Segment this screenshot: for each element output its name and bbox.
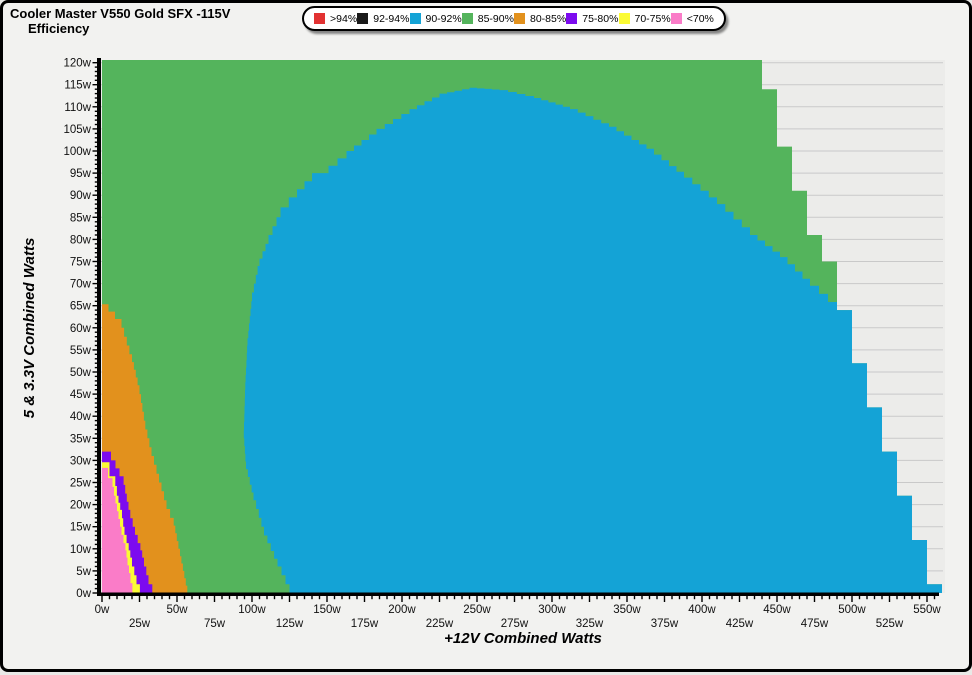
y-tick-label: 65w: [70, 301, 92, 313]
x-tick-label: 450w: [763, 604, 791, 616]
chart-title-line2: Efficiency: [28, 21, 90, 36]
legend-item: 92-94%: [357, 13, 409, 25]
chart-title: Cooler Master V550 Gold SFX -115V Effici…: [10, 6, 230, 36]
legend-label: <70%: [686, 12, 714, 25]
x-tick-label: 325w: [576, 618, 604, 630]
y-tick-label: 90w: [70, 190, 92, 202]
y-tick-label: 100w: [64, 146, 92, 158]
y-axis-line: [97, 58, 101, 596]
y-tick-label: 85w: [70, 212, 92, 224]
y-tick-label: 55w: [70, 345, 92, 357]
y-tick-label: 15w: [70, 522, 92, 534]
y-tick-label: 0w: [76, 588, 91, 600]
x-tick-label: 0w: [95, 604, 110, 616]
legend-item: >94%: [314, 13, 357, 25]
legend-swatch-icon: [461, 13, 473, 24]
x-tick-label: 125w: [276, 618, 304, 630]
axes: [97, 58, 939, 596]
y-tick-label: 75w: [70, 257, 92, 269]
legend-swatch-icon: [314, 13, 326, 24]
legend-item: 85-90%: [461, 12, 514, 25]
legend-label: 80-85%: [530, 12, 567, 25]
legend-label: >94%: [330, 12, 358, 25]
legend-label: 92-94%: [373, 12, 410, 25]
legend-label: 85-90%: [477, 12, 514, 25]
x-tick-label: 550w: [913, 604, 941, 616]
legend-item: <70%: [670, 12, 714, 25]
region-90-92: [243, 87, 943, 594]
x-tick-label: 25w: [129, 618, 151, 630]
legend-item: 75-80%: [566, 13, 618, 25]
x-tick-label: 250w: [463, 604, 491, 616]
y-tick-label: 80w: [70, 234, 92, 246]
x-tick-label: 400w: [688, 604, 716, 616]
legend-swatch-icon: [566, 13, 578, 24]
x-tick-label: 175w: [351, 618, 379, 630]
y-tick-label: 25w: [70, 478, 92, 490]
x-tick-label: 225w: [426, 618, 454, 630]
y-tick-label: 110w: [64, 102, 91, 114]
y-tick-label: 95w: [70, 168, 92, 180]
x-tick-label: 475w: [801, 618, 829, 630]
legend-item: 70-75%: [618, 12, 671, 25]
y-tick-label: 45w: [70, 389, 92, 401]
axis-ticks: [92, 62, 936, 602]
y-tick-label: 5w: [76, 566, 91, 578]
y-tick-label: 40w: [70, 411, 92, 423]
legend-item: 80-85%: [514, 13, 566, 25]
y-tick-label: 120w: [64, 58, 92, 70]
efficiency-contour-chart: 0w 5w 10w 15w 20w 25w 30w 35w 40w 45w 50w 55w 60w 65w…: [21, 58, 945, 647]
legend-swatch-icon: [618, 13, 630, 24]
legend-item: 90-92%: [409, 12, 462, 25]
region-lt-70: [102, 467, 135, 593]
y-axis-title: 5 & 3.3V Combined Watts: [21, 238, 38, 419]
x-axis-line: [97, 592, 939, 596]
x-tick-label: 425w: [726, 618, 754, 630]
legend-label: 70-75%: [634, 12, 671, 25]
y-tick-label: 30w: [70, 455, 92, 467]
legend-label: 75-80%: [582, 12, 619, 25]
legend-label: 90-92%: [425, 12, 462, 25]
x-tick-label: 100w: [238, 604, 266, 616]
x-tick-label: 350w: [613, 604, 641, 616]
legend-swatch-icon: [514, 13, 525, 24]
x-axis-title: +12V Combined Watts: [444, 630, 602, 647]
x-tick-label: 525w: [876, 618, 904, 630]
legend: >94% 92-94% 90-92% 85-90% 80-85% 75-80% 70-75%…: [302, 6, 726, 31]
x-tick-label: 375w: [651, 618, 679, 630]
x-tick-label: 275w: [501, 618, 529, 630]
y-tick-label: 115w: [64, 80, 91, 92]
x-tick-label: 75w: [204, 618, 226, 630]
chart-title-line1: Cooler Master V550 Gold SFX -115V: [10, 6, 231, 21]
y-tick-label: 105w: [64, 124, 92, 136]
x-tick-label: 500w: [838, 604, 866, 616]
x-tick-label: 300w: [538, 604, 566, 616]
legend-swatch-icon: [670, 13, 682, 24]
tick-labels: 0w 5w 10w 15w 20w 25w 30w 35w 40w 45w 50w 55w 60w 65w…: [64, 58, 942, 630]
x-tick-label: 200w: [388, 604, 416, 616]
y-tick-label: 50w: [70, 367, 92, 379]
legend-swatch-icon: [409, 13, 421, 24]
legend-swatch-icon: [357, 13, 369, 24]
x-tick-label: 150w: [313, 604, 341, 616]
y-tick-label: 20w: [70, 500, 92, 512]
x-tick-label: 50w: [166, 604, 188, 616]
y-tick-label: 60w: [70, 323, 92, 335]
y-tick-label: 10w: [70, 544, 92, 556]
y-tick-label: 35w: [70, 433, 92, 445]
y-tick-label: 70w: [70, 279, 92, 291]
